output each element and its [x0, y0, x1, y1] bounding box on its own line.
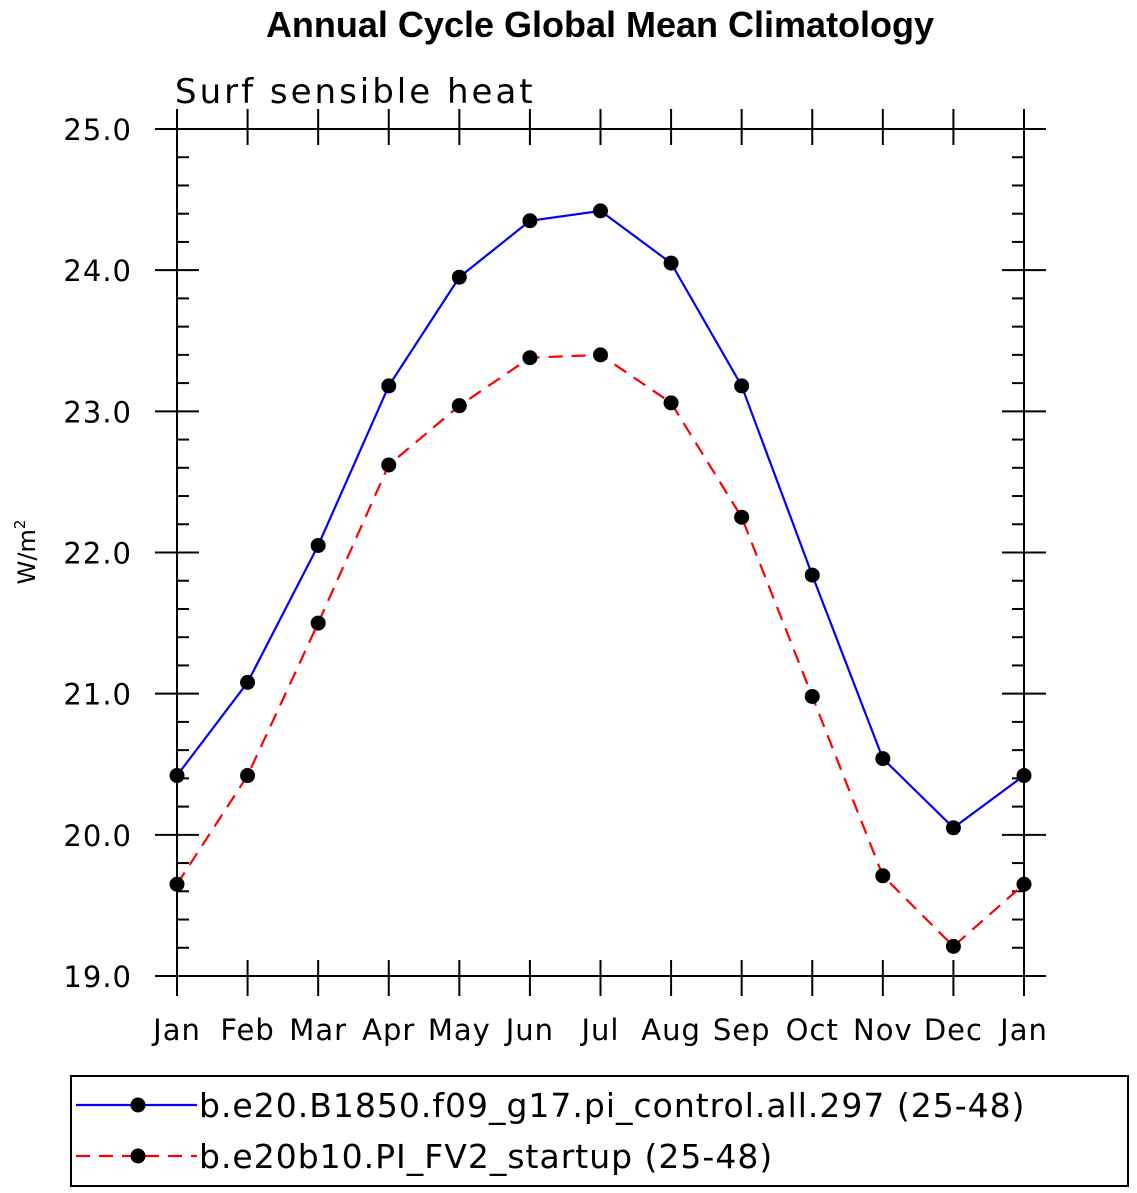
data-point: [663, 255, 679, 271]
legend-label: b.e20.B1850.f09_g17.pi_control.all.297 (…: [199, 1086, 1026, 1125]
x-tick-label: Oct: [786, 1013, 839, 1047]
data-point: [945, 938, 961, 954]
axis-tick-labels: Jan Feb Mar Apr May Jun Jul Aug Sep Oct Nov Dec Jan 1…: [63, 113, 1048, 1047]
y-tick-label: 21.0: [63, 678, 132, 712]
x-tick-label: Apr: [362, 1013, 415, 1047]
data-point: [804, 688, 820, 704]
data-point: [310, 537, 326, 553]
data-point: [240, 768, 256, 784]
y-tick-label: 20.0: [63, 819, 132, 853]
x-tick-label: Jul: [580, 1013, 620, 1047]
y-tick-label: 25.0: [63, 113, 132, 147]
legend: b.e20.B1850.f09_g17.pi_control.all.297 (…: [70, 1075, 1129, 1187]
data-point: [451, 269, 467, 285]
data-point: [593, 203, 608, 219]
x-tick-label: Mar: [289, 1013, 347, 1047]
y-tick-label: 19.0: [63, 960, 132, 994]
x-tick-label: Aug: [641, 1013, 701, 1047]
y-axis-label-units: W/m: [13, 529, 41, 584]
data-point: [169, 768, 185, 784]
legend-entry: b.e20b10.PI_FV2_startup (25-48): [76, 1137, 773, 1176]
data-point: [945, 820, 961, 836]
y-axis-label: W/m2: [11, 520, 41, 585]
series-2: [169, 347, 1032, 954]
x-tick-label: May: [428, 1013, 491, 1047]
chart-title: Annual Cycle Global Mean Climatology: [266, 4, 934, 45]
data-point: [593, 347, 608, 363]
data-point: [804, 567, 820, 583]
x-tick-label: Feb: [220, 1013, 274, 1047]
legend-entry: b.e20.B1850.f09_g17.pi_control.all.297 (…: [76, 1086, 1026, 1125]
data-point: [663, 395, 679, 411]
x-tick-label: Jan: [998, 1013, 1048, 1047]
data-point: [1016, 768, 1032, 784]
axis-ticks: [155, 109, 1046, 996]
legend-box: [70, 1075, 1129, 1187]
y-tick-label: 24.0: [63, 254, 132, 288]
data-point: [451, 398, 467, 414]
x-tick-label: Nov: [853, 1013, 913, 1047]
data-point: [310, 615, 326, 631]
data-point: [522, 350, 538, 366]
data-point: [875, 751, 891, 767]
series-1: [169, 203, 1032, 836]
data-point: [1016, 876, 1032, 892]
y-axis-label-exponent: 2: [11, 520, 29, 530]
data-series: [169, 203, 1032, 954]
legend-label: b.e20b10.PI_FV2_startup (25-48): [199, 1137, 773, 1176]
x-tick-label: Sep: [713, 1013, 771, 1047]
legend-marker: [130, 1097, 146, 1113]
plot-border: [176, 128, 1025, 977]
data-point: [169, 876, 185, 892]
chart-subtitle: Surf sensible heat: [175, 72, 536, 112]
y-tick-label: 23.0: [63, 395, 132, 429]
data-point: [381, 457, 397, 473]
x-tick-label: Jun: [504, 1013, 554, 1047]
data-point: [734, 378, 750, 394]
legend-marker: [130, 1148, 146, 1164]
x-tick-label: Jan: [151, 1013, 201, 1047]
plot-frame: [176, 128, 1025, 977]
data-point: [240, 674, 256, 690]
series-line: [176, 209, 1025, 830]
data-point: [734, 509, 750, 525]
data-point: [522, 213, 538, 229]
y-tick-label: 22.0: [63, 537, 132, 571]
x-tick-label: Dec: [924, 1013, 983, 1047]
data-point: [381, 378, 397, 394]
data-point: [875, 868, 891, 884]
series-line: [176, 353, 1025, 948]
